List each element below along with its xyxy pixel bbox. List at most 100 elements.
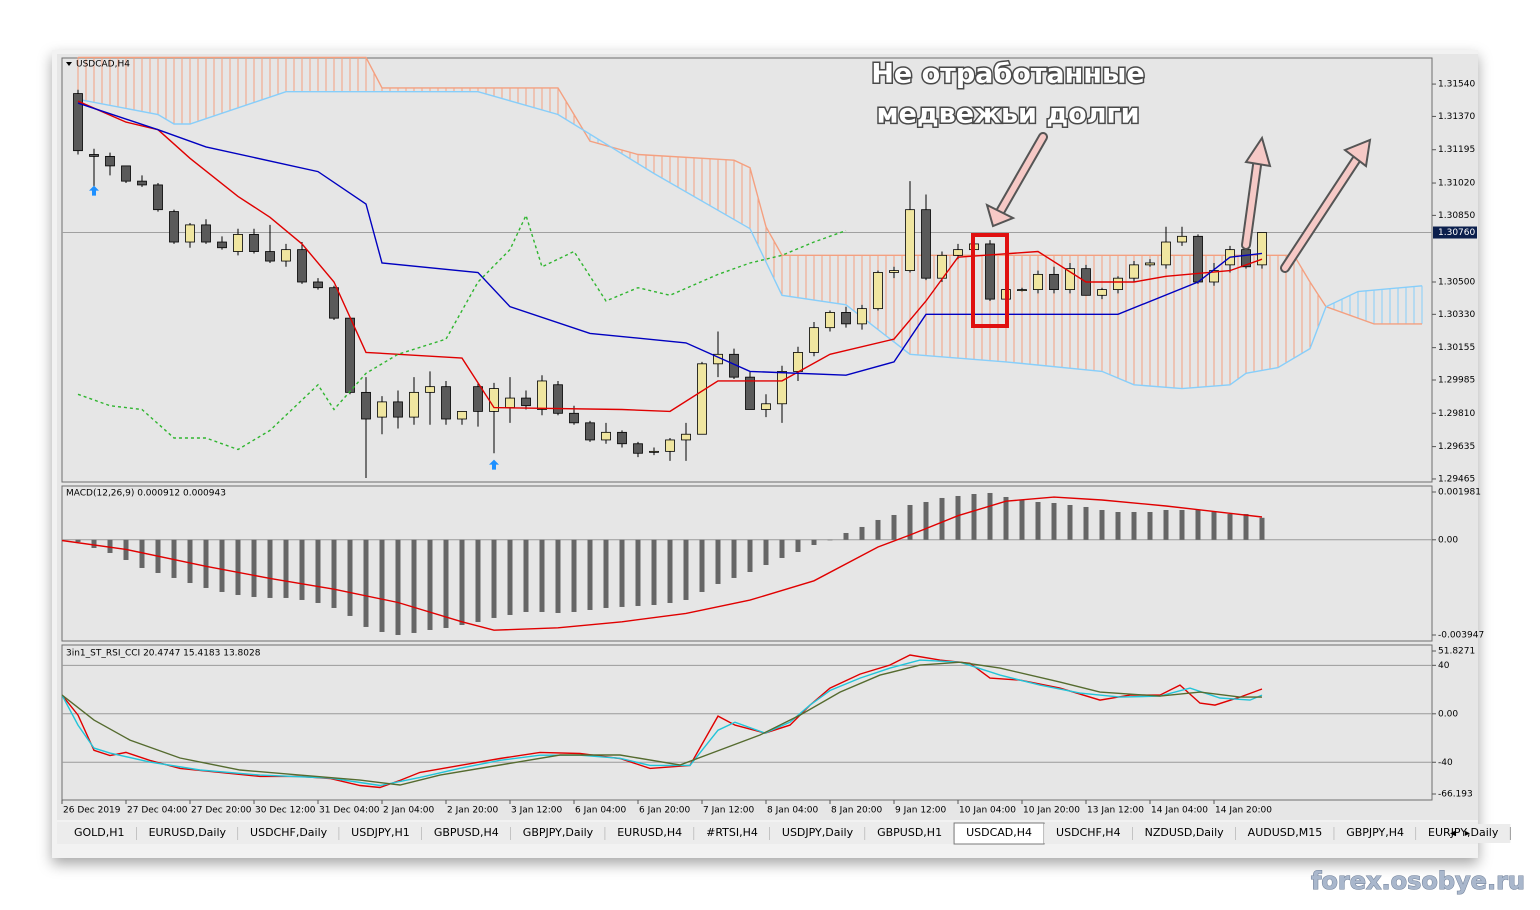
tab[interactable] [605, 824, 695, 843]
y-tick-label: 1.30500 [1438, 277, 1475, 287]
tab-label[interactable]: GOLD,H1 [74, 826, 125, 839]
tab[interactable] [1235, 824, 1335, 843]
candle-body [473, 386, 483, 412]
tab[interactable] [339, 824, 422, 843]
tab-label[interactable]: USDCHF,H4 [1056, 826, 1121, 839]
candle-body [649, 450, 659, 453]
y-tick-label: 1.29985 [1438, 375, 1475, 385]
candle-body [697, 363, 707, 435]
histogram-bar [843, 532, 849, 540]
cloud-span [77, 91, 1423, 390]
candle-body [89, 154, 99, 157]
candle-body [265, 251, 275, 262]
tab[interactable] [769, 824, 866, 843]
histogram-bar [1051, 503, 1057, 540]
y-tick-label: 1.31020 [1438, 179, 1475, 189]
histogram-bar [715, 539, 721, 584]
tab-label[interactable]: GBPJPY,Daily [523, 826, 594, 839]
y-tick-label: 1.31370 [1438, 112, 1475, 122]
histogram-bar [939, 497, 945, 540]
tab-scroll-right[interactable]: ▸ [1465, 828, 1470, 839]
candle-body [1145, 262, 1155, 266]
tab[interactable] [865, 824, 955, 843]
tab-label[interactable]: USDJPY,H1 [351, 826, 410, 839]
y-tick-label: 40 [1438, 661, 1450, 671]
candle-body [1017, 289, 1027, 292]
y-tick-label: 0.001981 [1438, 488, 1481, 498]
tab-label[interactable]: NZDUSD,Daily [1145, 826, 1225, 839]
histogram-bar [875, 519, 881, 540]
histogram-bar [795, 539, 801, 552]
histogram-bar [219, 539, 225, 592]
histogram-bar [827, 539, 833, 541]
time-label: 9 Jan 12:00 [895, 806, 947, 816]
tab-label[interactable]: EURUSD,Daily [149, 826, 227, 839]
tab[interactable] [1416, 824, 1511, 843]
histogram-bar [1211, 511, 1217, 540]
candle-body [105, 155, 115, 167]
histogram-bar [411, 539, 417, 633]
candle-body [665, 439, 675, 452]
histogram-bar [683, 539, 689, 600]
histogram-bar [619, 539, 625, 607]
histogram-bar [539, 539, 545, 612]
candle-body [585, 422, 595, 441]
tab-label[interactable]: USDCHF,Daily [250, 826, 328, 839]
tab[interactable] [136, 824, 239, 843]
candle-body [1065, 268, 1075, 291]
tab[interactable] [421, 824, 511, 843]
candle-body [1113, 277, 1123, 291]
oscillator-line [61, 654, 1263, 789]
tab[interactable] [1044, 824, 1133, 843]
histogram-bar [1259, 517, 1265, 540]
tab[interactable] [238, 824, 340, 843]
candle-body [297, 249, 307, 283]
histogram-bar [811, 539, 817, 545]
tab-label[interactable]: AUDUSD,M15 [1248, 826, 1323, 839]
time-label: 26 Dec 2019 [63, 806, 121, 816]
tab-label[interactable]: GBPJPY,H4 [1346, 826, 1404, 839]
candle-body [521, 397, 531, 407]
tab[interactable] [1334, 824, 1417, 843]
oscillator-header: 3in1_ST_RSI_CCI 20.4747 15.4183 13.8028 [66, 649, 261, 659]
candle-body [985, 243, 995, 300]
indicator-line [77, 213, 847, 451]
histogram-bar [315, 539, 321, 603]
tab[interactable] [1132, 824, 1236, 843]
candle-body [425, 386, 435, 393]
tab[interactable] [694, 824, 770, 843]
tab-label[interactable]: EURUSD,H4 [617, 826, 682, 839]
histogram-bar [731, 539, 737, 578]
last-price-box [1433, 226, 1477, 239]
histogram-bar [235, 539, 241, 595]
y-tick-label: -66.193 [1438, 790, 1473, 800]
tab-scroll-left[interactable]: ◂ [1450, 828, 1455, 839]
histogram-bar [1099, 509, 1105, 540]
main-chart: 1.31540 1.31370 1.31195 1.31020 1.30850 1.305… [62, 56, 1477, 484]
tab-label[interactable]: EURJPY,Daily [1428, 826, 1499, 839]
tab-label[interactable]: GBPUSD,H4 [434, 826, 499, 839]
histogram-bar [139, 539, 145, 568]
histogram-bar [459, 539, 465, 625]
tab-label[interactable]: #RTSI,H4 [706, 826, 758, 839]
histogram-bar [923, 501, 929, 540]
symbol-menu-arrow[interactable] [66, 62, 72, 66]
histogram-bar [1179, 509, 1185, 540]
candle-body [441, 386, 451, 420]
histogram-bar [91, 539, 97, 548]
tab[interactable] [62, 824, 137, 843]
histogram-bar [1147, 511, 1153, 540]
histogram-bar [1003, 496, 1009, 540]
time-label: 6 Jan 20:00 [639, 806, 691, 816]
candle-body [857, 308, 867, 325]
histogram-bar [987, 492, 993, 540]
tab-label[interactable]: GBPUSD,H1 [877, 826, 942, 839]
time-label: 27 Dec 04:00 [127, 806, 188, 816]
tab-label[interactable]: USDCAD,H4 [966, 826, 1032, 839]
histogram-bar [1035, 501, 1041, 540]
tab[interactable] [510, 824, 606, 843]
watermark: forex.osobye.ru [1311, 867, 1525, 895]
candle-body [793, 352, 803, 372]
y-tick-label: 1.30330 [1438, 310, 1475, 320]
tab-label[interactable]: USDJPY,Daily [782, 826, 854, 839]
